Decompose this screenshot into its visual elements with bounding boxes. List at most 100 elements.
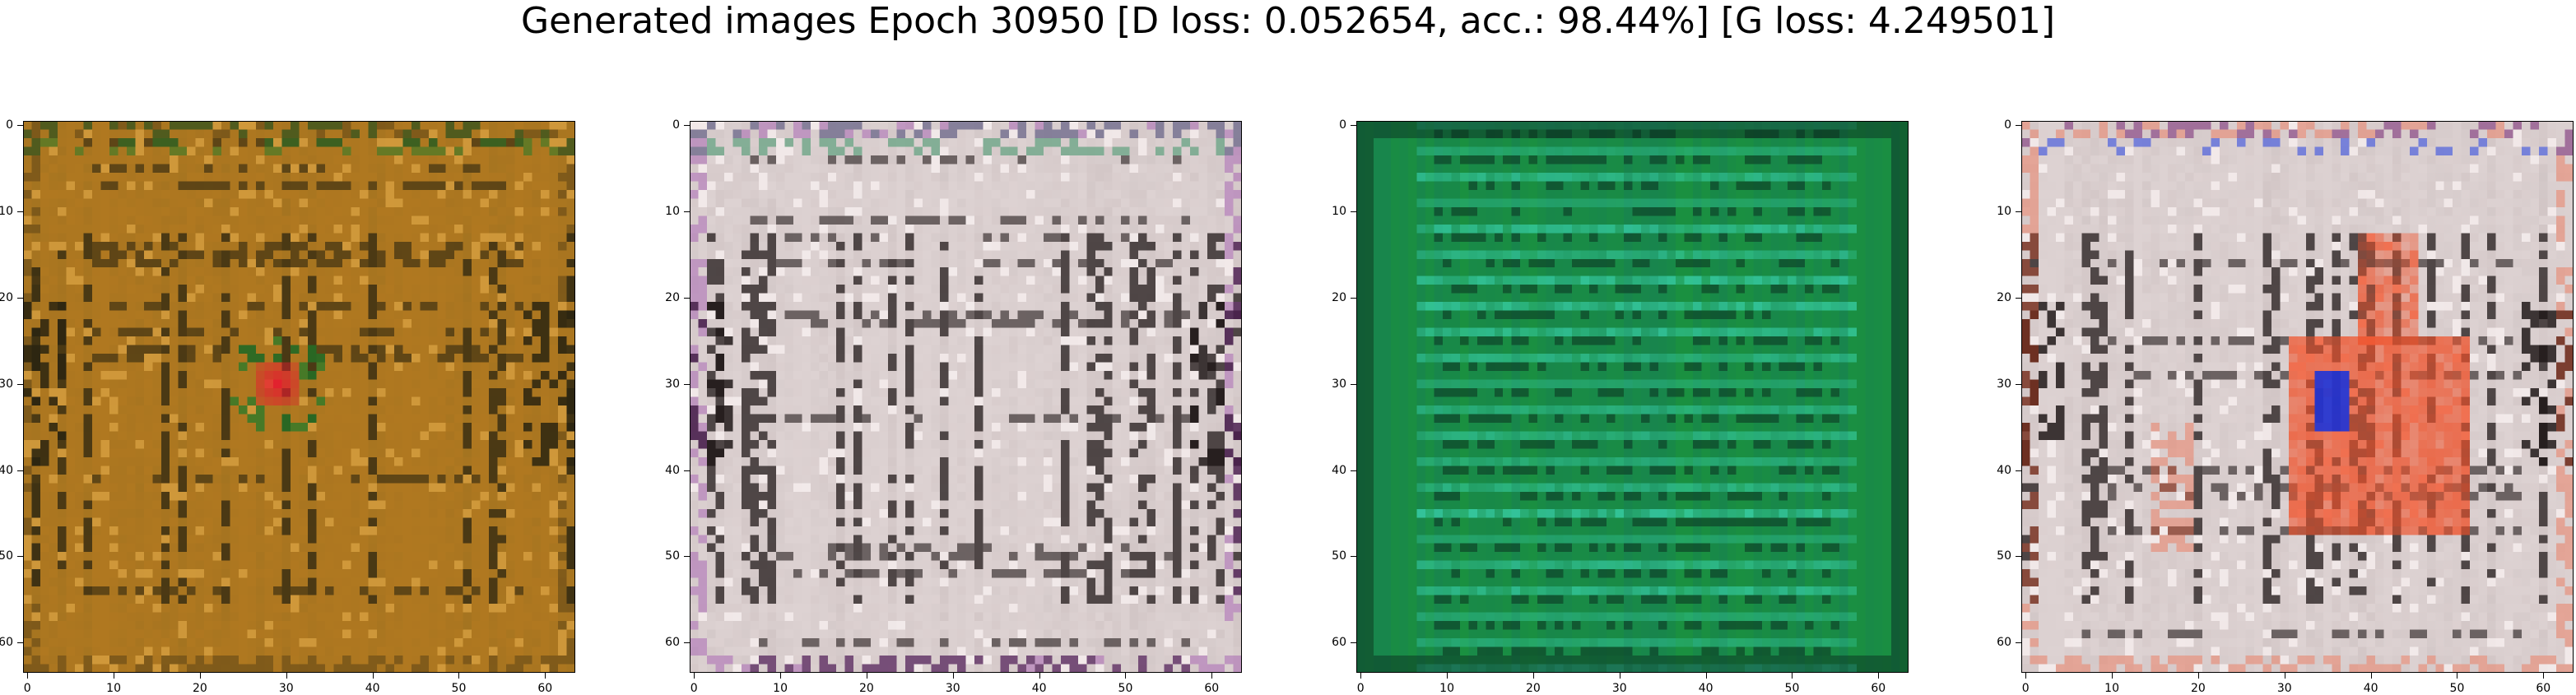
x-tick-label: 0 (1356, 682, 1365, 695)
x-tick-label: 30 (1611, 682, 1627, 695)
x-tick-mark (372, 673, 374, 679)
x-tick-mark (1447, 673, 1448, 679)
y-tick-mark (2016, 470, 2021, 471)
y-tick-label: 60 (1332, 636, 1346, 650)
image-panel-3: 0 10 20 30 40 50 60 0 10 20 30 40 50 60 (1332, 118, 1909, 695)
y-tick-mark (17, 642, 23, 644)
x-tick-label: 60 (537, 682, 553, 695)
x-tick-label: 40 (2363, 682, 2378, 695)
x-tick-mark (545, 673, 546, 679)
y-tick-label: 60 (1997, 636, 2011, 650)
y-tick-mark (2016, 383, 2021, 385)
x-tick-label: 50 (451, 682, 467, 695)
x-tick-mark (1125, 673, 1127, 679)
generated-image-4 (2021, 121, 2574, 673)
x-tick-label: 60 (2536, 682, 2551, 695)
x-tick-label: 60 (1871, 682, 1886, 695)
x-tick-mark (1211, 673, 1213, 679)
x-tick-mark (27, 673, 29, 679)
y-tick-label: 20 (0, 290, 13, 304)
x-tick-label: 30 (945, 682, 960, 695)
x-tick-label: 50 (1784, 682, 1800, 695)
x-tick-mark (2025, 673, 2027, 679)
y-tick-mark (684, 642, 690, 644)
y-tick-mark (2016, 642, 2021, 644)
y-tick-mark (17, 383, 23, 385)
y-tick-mark (684, 211, 690, 213)
y-tick-mark (2016, 125, 2021, 127)
y-tick-label: 50 (1997, 549, 2011, 563)
y-tick-mark (1351, 556, 1356, 558)
generated-image-1 (23, 121, 575, 673)
x-tick-label: 40 (1031, 682, 1047, 695)
y-tick-mark (684, 125, 690, 127)
x-tick-label: 10 (1439, 682, 1454, 695)
y-tick-mark (684, 383, 690, 385)
y-tick-label: 20 (1332, 290, 1346, 304)
x-tick-label: 10 (773, 682, 788, 695)
x-tick-mark (286, 673, 287, 679)
x-tick-mark (1878, 673, 1880, 679)
x-tick-mark (2370, 673, 2372, 679)
y-tick-label: 10 (0, 205, 13, 219)
x-tick-label: 50 (2449, 682, 2465, 695)
y-tick-mark (684, 297, 690, 299)
x-tick-label: 20 (2191, 682, 2206, 695)
y-tick-mark (1351, 125, 1356, 127)
y-tick-mark (1351, 383, 1356, 385)
y-tick-mark (684, 470, 690, 471)
x-tick-label: 60 (1204, 682, 1220, 695)
y-tick-label: 60 (665, 636, 680, 650)
y-tick-label: 20 (1997, 290, 2011, 304)
x-tick-label: 10 (106, 682, 121, 695)
y-tick-label: 0 (672, 118, 680, 132)
x-tick-mark (1360, 673, 1362, 679)
x-tick-mark (2112, 673, 2113, 679)
x-tick-mark (1532, 673, 1534, 679)
y-tick-label: 10 (1997, 205, 2011, 219)
x-tick-label: 10 (2104, 682, 2119, 695)
y-tick-label: 30 (1997, 377, 2011, 391)
y-tick-label: 20 (665, 290, 680, 304)
y-tick-label: 40 (1332, 463, 1346, 477)
x-tick-mark (199, 673, 201, 679)
x-tick-label: 20 (1526, 682, 1541, 695)
y-tick-mark (1351, 642, 1356, 644)
y-tick-mark (684, 556, 690, 558)
x-tick-mark (1792, 673, 1793, 679)
x-tick-mark (780, 673, 782, 679)
y-tick-label: 50 (665, 549, 680, 563)
y-tick-mark (2016, 297, 2021, 299)
x-tick-label: 50 (1118, 682, 1133, 695)
y-tick-label: 0 (2004, 118, 2011, 132)
y-tick-label: 40 (665, 463, 680, 477)
x-tick-label: 40 (365, 682, 380, 695)
x-tick-label: 20 (193, 682, 207, 695)
y-tick-label: 30 (0, 377, 13, 391)
x-tick-label: 0 (2021, 682, 2030, 695)
x-tick-mark (694, 673, 695, 679)
y-tick-mark (1351, 470, 1356, 471)
y-tick-mark (17, 297, 23, 299)
generated-image-3 (1356, 121, 1909, 673)
x-tick-label: 0 (690, 682, 698, 695)
image-panel-2: 0 10 20 30 40 50 60 0 10 20 30 40 50 60 (665, 118, 1242, 695)
x-tick-label: 20 (859, 682, 874, 695)
y-tick-label: 0 (6, 118, 13, 132)
x-tick-mark (2543, 673, 2545, 679)
y-tick-label: 60 (0, 636, 13, 650)
y-tick-mark (17, 125, 23, 127)
y-tick-mark (17, 470, 23, 471)
y-tick-label: 30 (665, 377, 680, 391)
y-tick-label: 10 (665, 205, 680, 219)
x-tick-mark (952, 673, 954, 679)
x-tick-label: 30 (2276, 682, 2292, 695)
y-tick-mark (17, 556, 23, 558)
x-tick-label: 40 (1698, 682, 1713, 695)
y-tick-label: 10 (1332, 205, 1346, 219)
x-tick-mark (458, 673, 460, 679)
x-tick-label: 30 (278, 682, 294, 695)
x-tick-mark (2197, 673, 2199, 679)
x-tick-mark (1039, 673, 1040, 679)
y-tick-label: 50 (0, 549, 13, 563)
